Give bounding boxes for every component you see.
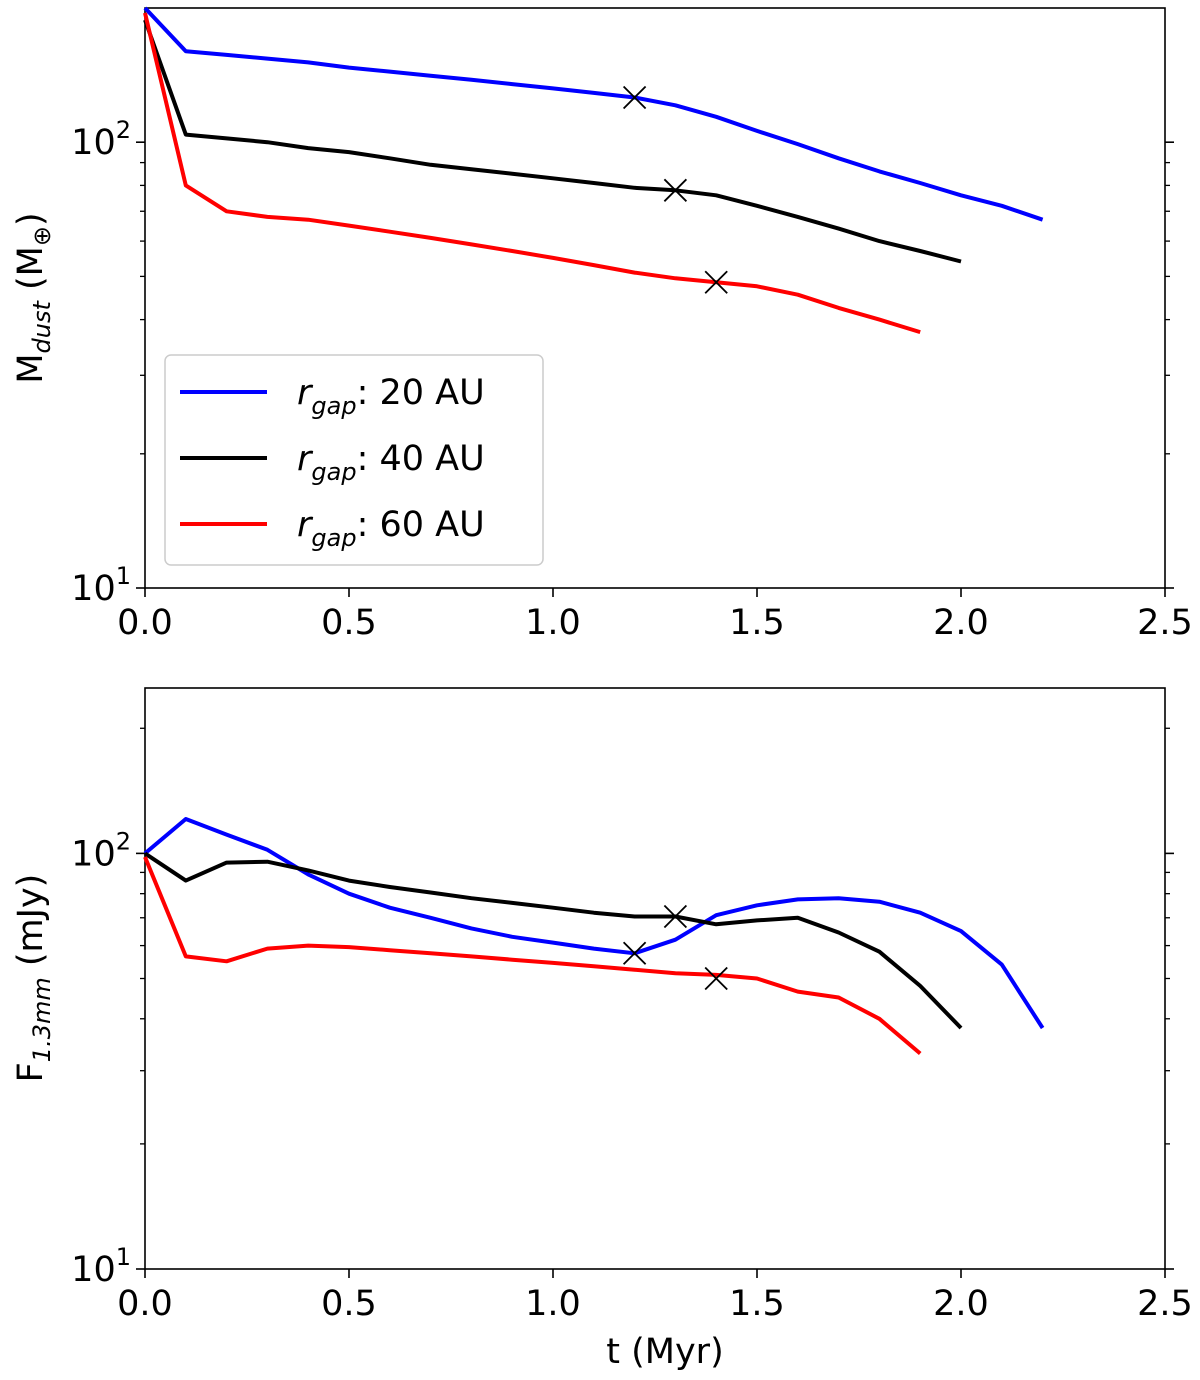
legend-value: : 40 AU — [357, 439, 485, 479]
x-tick-label: 2.0 — [933, 1284, 989, 1324]
y-tick-label: 101 — [71, 1243, 131, 1290]
series-marker-x-3 — [704, 966, 728, 991]
y-tick-exponent: 1 — [116, 562, 131, 590]
y-tick-label: 102 — [71, 827, 131, 874]
legend-label-3: rgap: 60 AU — [297, 505, 485, 552]
y-label-unit: (M — [11, 246, 51, 301]
series-marker-x-1 — [622, 85, 647, 110]
series-line-2 — [143, 851, 963, 1030]
x-tick-label: 0.5 — [321, 603, 377, 643]
y-tick-label: 101 — [71, 562, 131, 609]
y-tick-exponent: 2 — [116, 827, 131, 855]
series-line-1 — [143, 817, 1045, 1030]
marker-stroke — [663, 904, 688, 929]
legend-var: r — [297, 505, 314, 545]
y-label-subscript: dust — [28, 300, 56, 354]
x-tick-label: 0.0 — [117, 603, 173, 643]
y-label-main: F — [11, 1062, 51, 1082]
x-tick-label: 1.0 — [525, 1284, 581, 1324]
legend-var: r — [297, 373, 314, 413]
y-tick-base: 10 — [71, 569, 116, 609]
marker-stroke — [622, 941, 647, 965]
series-line-1 — [143, 6, 1044, 222]
legend-box — [164, 354, 544, 566]
series-marker-x-2 — [663, 178, 688, 202]
series-line-3 — [143, 12, 921, 335]
x-tick-label: 0.0 — [117, 1284, 173, 1324]
series-line-3 — [143, 856, 922, 1056]
y-axis-label: F1.3mm (mJy) — [11, 874, 56, 1083]
y-tick-exponent: 2 — [116, 116, 131, 144]
marker-stroke — [663, 178, 688, 202]
legend-var: r — [297, 439, 314, 479]
y-tick-base: 10 — [71, 1250, 116, 1290]
y-axis-label: Mdust (M⊕) — [11, 212, 56, 383]
x-tick-label: 1.5 — [729, 603, 785, 643]
legend-var-subscript: gap — [311, 524, 356, 552]
x-tick-label: 2.5 — [1137, 603, 1193, 643]
legend-var-subscript: gap — [311, 458, 356, 486]
x-tick-label: 1.5 — [729, 1284, 785, 1324]
y-label-close: ) — [11, 212, 51, 226]
legend-value: : 20 AU — [357, 373, 485, 413]
x-tick-label: 2.0 — [933, 603, 989, 643]
legend-value: : 60 AU — [357, 505, 485, 545]
y-tick-exponent: 1 — [116, 1243, 131, 1271]
marker-stroke — [704, 270, 728, 294]
marker-stroke — [704, 966, 728, 991]
x-tick-label: 0.5 — [321, 1284, 377, 1324]
legend-label-1: rgap: 20 AU — [297, 373, 485, 420]
x-tick-label: 1.0 — [525, 603, 581, 643]
y-label-subscript: 1.3mm — [28, 977, 56, 1062]
series-marker-x-3 — [704, 270, 728, 294]
plot-frame — [144, 7, 1166, 589]
y-label-unit: (mJy) — [11, 874, 51, 978]
x-tick-label: 2.5 — [1137, 1284, 1193, 1324]
series-marker-x-2 — [663, 904, 688, 929]
y-tick-base: 10 — [71, 834, 116, 874]
marker-stroke — [622, 85, 647, 110]
y-label-main: M — [11, 353, 51, 383]
legend-label-2: rgap: 40 AU — [297, 439, 485, 486]
legend-var-subscript: gap — [311, 392, 356, 420]
y-tick-base: 10 — [71, 123, 116, 163]
series-marker-x-1 — [622, 941, 647, 965]
x-axis-label: t (Myr) — [606, 1332, 723, 1372]
series-line-2 — [143, 19, 962, 264]
y-tick-label: 102 — [71, 116, 131, 163]
y-label-unit-subscript: ⊕ — [28, 226, 56, 246]
